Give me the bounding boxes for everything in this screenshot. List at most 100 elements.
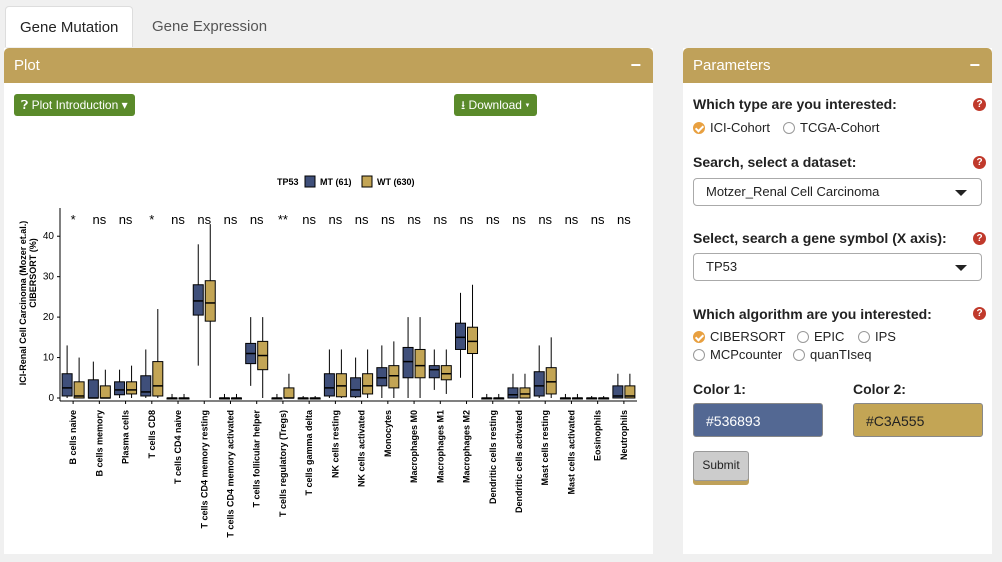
box-mt <box>455 322 467 350</box>
radio-unchecked-icon <box>797 331 809 343</box>
radio-ips[interactable]: IPS <box>858 329 896 344</box>
tab-bar: Gene Mutation Gene Expression <box>0 0 1002 48</box>
plot-panel: Plot − ❓︎ Plot Introduction ▾ ⭳ Download… <box>4 48 653 554</box>
box-wt <box>99 385 111 399</box>
x-tick-label: Macrophages M1 <box>435 410 445 483</box>
box-mt <box>428 365 440 379</box>
significance-label: ns <box>512 212 526 227</box>
x-tick-label: T cells CD4 naive <box>173 410 183 484</box>
significance-label: ns <box>329 212 343 227</box>
help-icon[interactable]: ? <box>973 98 986 111</box>
box-mt <box>61 373 73 397</box>
radio-unchecked-icon <box>783 122 795 134</box>
significance-label: ns <box>92 212 106 227</box>
x-tick-label: Mast cells resting <box>540 410 550 486</box>
help-icon[interactable]: ? <box>973 307 986 320</box>
dataset-select[interactable]: Motzer_Renal Cell Carcinoma <box>693 178 982 206</box>
box-wt <box>624 385 636 399</box>
parameters-collapse-icon[interactable]: − <box>969 55 980 75</box>
y-axis-label-line2: CIBERSORT (%) <box>28 238 38 308</box>
significance-label: ns <box>355 212 369 227</box>
radio-tcga-cohort[interactable]: TCGA-Cohort <box>783 120 879 135</box>
plot-introduction-button[interactable]: ❓︎ Plot Introduction ▾ <box>14 94 135 116</box>
box-wt <box>414 348 426 379</box>
gene-select[interactable]: TP53 <box>693 253 982 281</box>
x-tick-label: Mast cells activated <box>566 410 576 495</box>
significance-label: ns <box>197 212 211 227</box>
plot-collapse-icon[interactable]: − <box>630 55 641 75</box>
parameters-panel-header: Parameters − <box>683 48 992 83</box>
box-wt <box>440 365 452 381</box>
x-tick-label: Macrophages M0 <box>409 410 419 483</box>
chevron-down-icon <box>955 190 967 196</box>
box-wt <box>388 365 400 389</box>
x-tick-label: Plasma cells <box>121 410 131 464</box>
algorithm-question-label: Which algorithm are you interested: <box>693 306 932 322</box>
significance-label: ns <box>407 212 421 227</box>
gene-question-label: Select, search a gene symbol (X axis): <box>693 230 947 246</box>
radio-checked-icon <box>693 331 705 343</box>
caret-down-icon: ▾ <box>525 98 530 112</box>
y-tick-label: 40 <box>43 231 55 242</box>
significance-label: ns <box>381 212 395 227</box>
x-tick-label: T cells CD4 memory activated <box>225 410 235 538</box>
box-mt <box>192 284 204 316</box>
gene-select-value: TP53 <box>706 259 738 274</box>
box-wt <box>204 280 216 322</box>
y-tick-label: 20 <box>43 312 55 323</box>
tab-gene-expression[interactable]: Gene Expression <box>152 18 268 35</box>
radio-mcpcounter[interactable]: MCPcounter <box>693 347 782 362</box>
box-mt <box>533 371 545 397</box>
significance-label: ns <box>224 212 238 227</box>
x-tick-label: B cells memory <box>94 410 104 477</box>
y-tick-label: 10 <box>43 353 55 364</box>
legend-title: TP53 <box>277 177 299 187</box>
caret-down-icon: ▾ <box>121 98 128 112</box>
submit-button[interactable]: Submit <box>693 451 749 481</box>
box-mt <box>87 379 99 399</box>
download-label: Download <box>468 98 522 112</box>
color2-label: Color 2: <box>853 381 906 397</box>
box-mt <box>114 381 126 396</box>
box-mt <box>612 385 624 399</box>
significance-label: ns <box>538 212 552 227</box>
parameters-panel-title: Parameters <box>693 57 771 74</box>
significance-label: ns <box>171 212 185 227</box>
x-tick-label: B cells naive <box>68 410 78 465</box>
help-icon[interactable]: ? <box>973 232 986 245</box>
x-tick-label: NK cells activated <box>357 410 367 487</box>
dataset-question-label: Search, select a dataset: <box>693 154 857 170</box>
tab-gene-mutation[interactable]: Gene Mutation <box>5 6 134 47</box>
box-wt <box>126 381 138 395</box>
significance-label: ns <box>486 212 500 227</box>
y-tick-label: 0 <box>48 393 54 404</box>
x-tick-label: T cells regulatory (Tregs) <box>278 410 288 517</box>
box-wt <box>519 387 531 399</box>
download-button[interactable]: ⭳ Download ▾ <box>454 94 537 116</box>
significance-label: ns <box>119 212 133 227</box>
x-tick-label: T cells gamma delta <box>304 409 314 496</box>
plot-panel-header: Plot − <box>4 48 653 83</box>
box-mt <box>402 346 414 379</box>
help-icon[interactable]: ? <box>973 156 986 169</box>
x-tick-label: T cells follicular helper <box>252 410 262 508</box>
box-mt <box>350 377 362 398</box>
radio-epic[interactable]: EPIC <box>797 329 844 344</box>
radio-unchecked-icon <box>693 349 705 361</box>
dataset-select-value: Motzer_Renal Cell Carcinoma <box>706 184 880 199</box>
box-wt <box>73 381 85 399</box>
box-mt <box>140 375 152 397</box>
color2-input[interactable]: #C3A555 <box>853 403 983 437</box>
x-tick-label: Dendritic cells activated <box>514 410 524 513</box>
x-tick-label: Macrophages M2 <box>462 410 472 483</box>
box-wt <box>545 367 557 395</box>
x-tick-label: T cells CD4 memory resting <box>199 410 209 529</box>
radio-ici-cohort[interactable]: ICI-Cohort <box>693 120 770 135</box>
radio-quantiseq[interactable]: quanTIseq <box>793 347 871 362</box>
y-tick-label: 30 <box>43 272 55 283</box>
significance-label: * <box>71 212 76 227</box>
y-axis-label: ICI-Renal Cell Carcinoma (Mozer et.al.) <box>18 221 28 386</box>
color1-input[interactable]: #536893 <box>693 403 823 437</box>
radio-cibersort[interactable]: CIBERSORT <box>693 329 786 344</box>
box-wt <box>362 373 374 395</box>
